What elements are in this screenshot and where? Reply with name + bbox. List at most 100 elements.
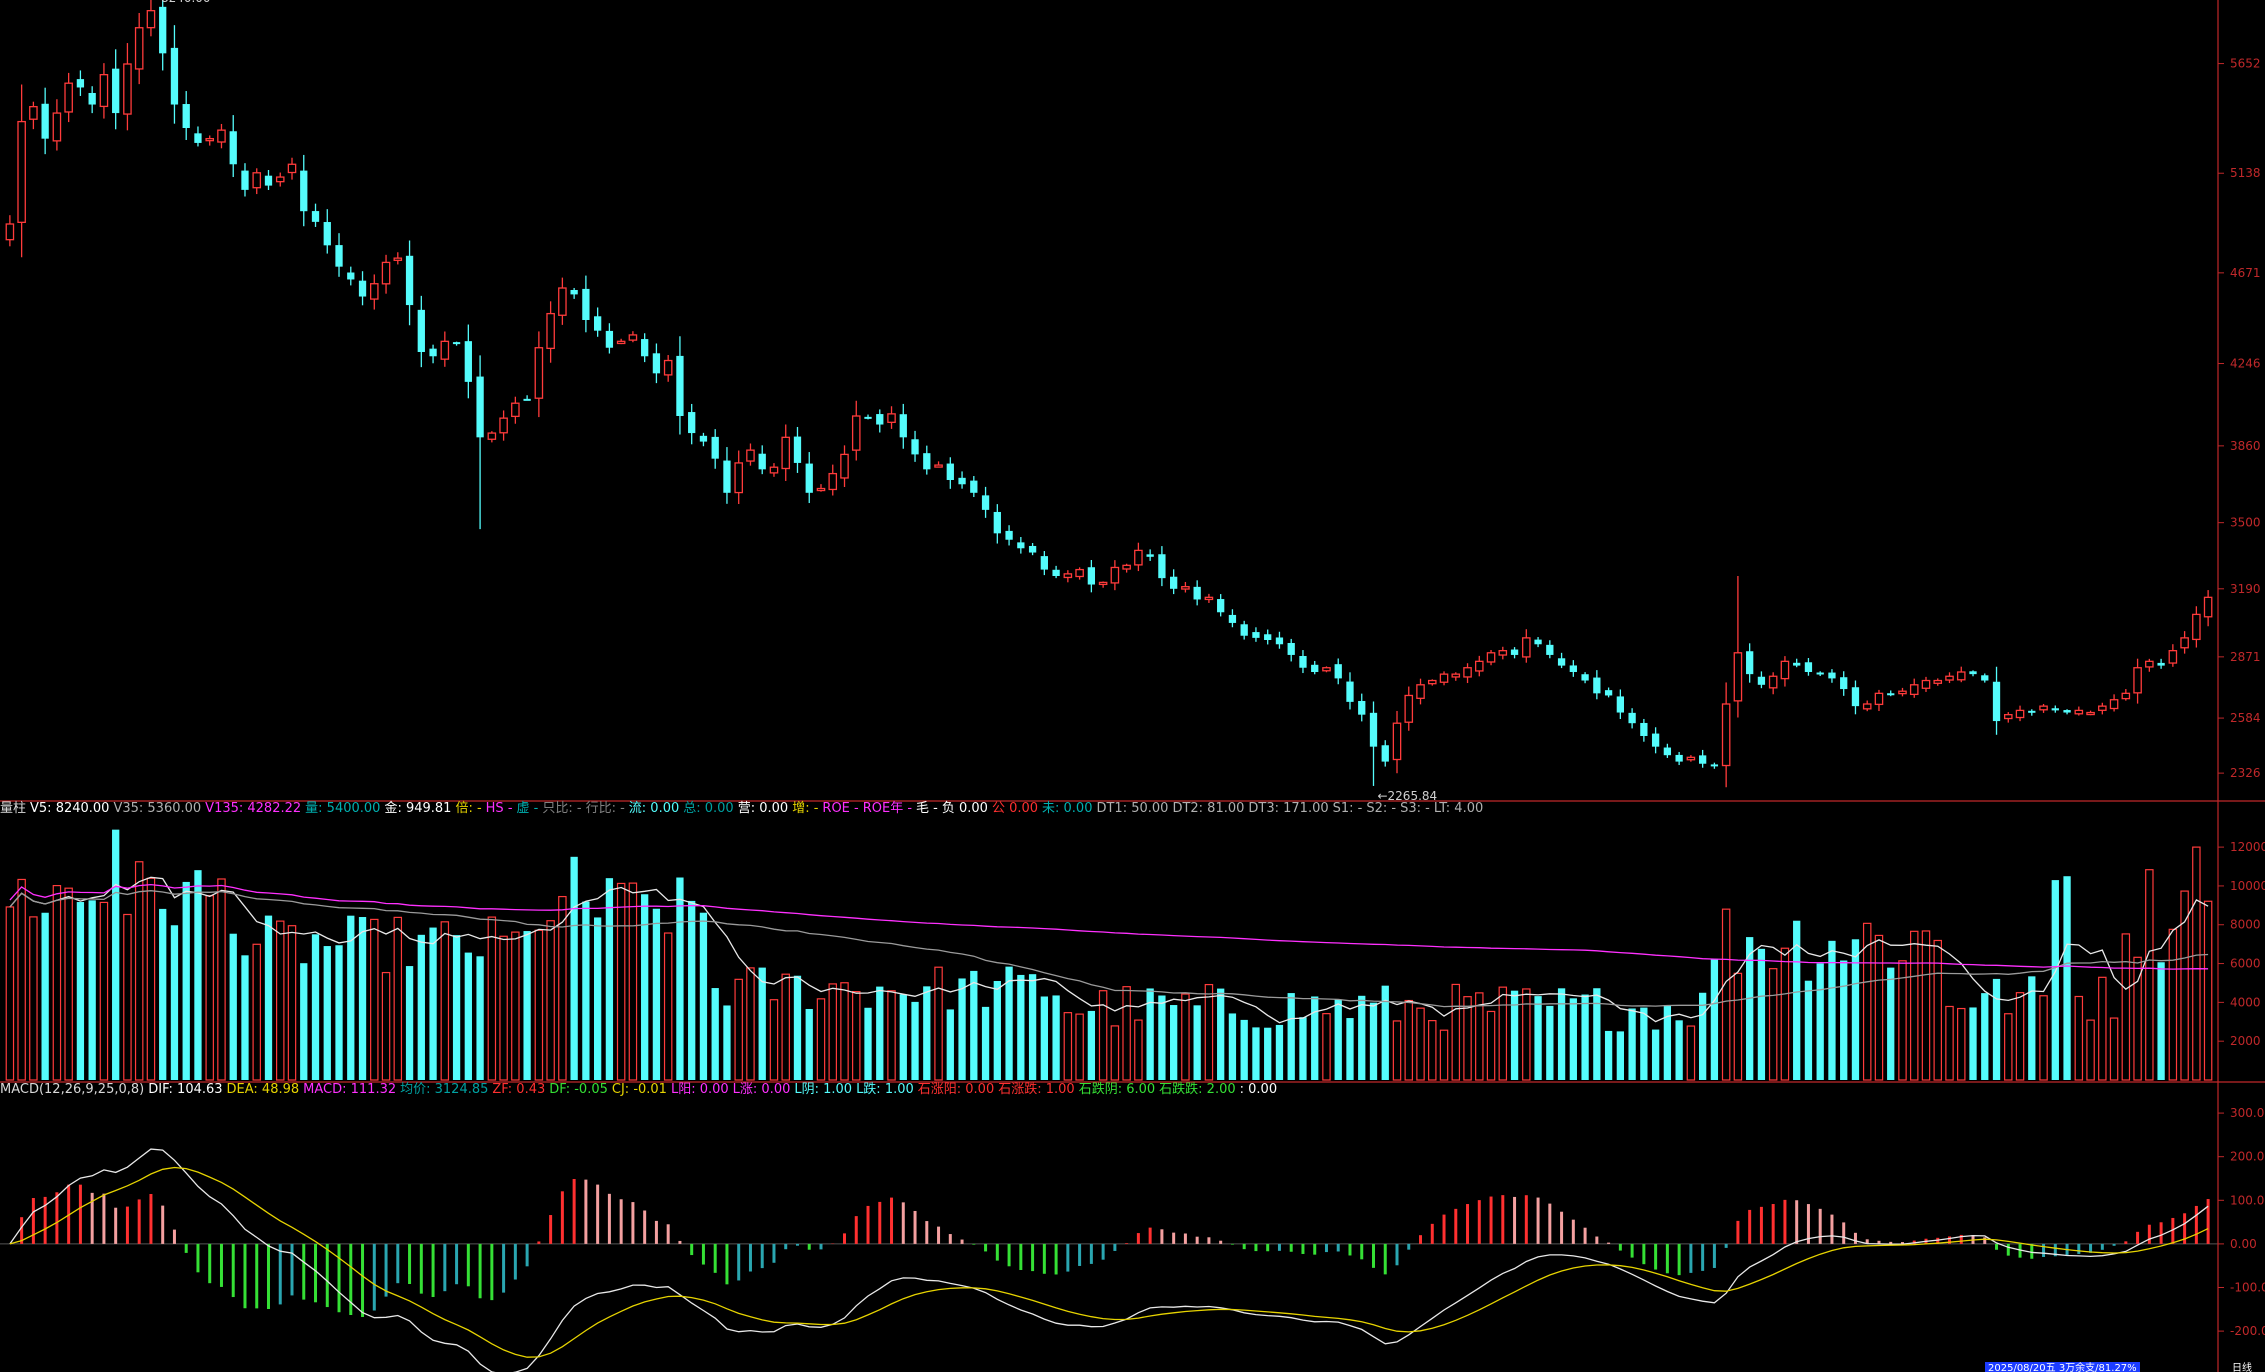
candle-body: [946, 463, 954, 480]
candle: [2074, 706, 2084, 716]
volume-bar: [2051, 880, 2059, 1080]
candle-body: [2121, 692, 2131, 700]
candle-body: [5, 223, 15, 241]
macd-indicator-4: 均价: 3124.85: [400, 1082, 489, 1097]
candle: [1992, 666, 2001, 735]
volume-bar: [1005, 966, 1013, 1080]
volume-bar: [2098, 976, 2107, 1081]
macd-indicator-3: MACD: 111.32: [303, 1082, 397, 1097]
candle: [2145, 658, 2154, 672]
volume-bar: [1992, 978, 2001, 1080]
candle-body: [1017, 542, 1025, 549]
candle: [1040, 551, 1048, 576]
volume-bar: [1322, 1013, 1331, 1081]
candle-body: [17, 120, 26, 223]
macd-indicator-8: L阳: 0.00: [670, 1082, 729, 1097]
candle-body: [1252, 632, 1260, 638]
volume-bar: [393, 916, 403, 1081]
candle-body: [1404, 694, 1414, 723]
candle-body: [417, 309, 425, 352]
volume-bar: [276, 920, 285, 1081]
candle: [1510, 647, 1519, 659]
candle-body: [2203, 596, 2213, 618]
candle-body: [2051, 708, 2059, 711]
volume-bar: [934, 966, 943, 1081]
volume-bar: [170, 925, 179, 1080]
candle: [335, 233, 343, 277]
date-bar-background: [1985, 1362, 2140, 1372]
volume-bar: [1604, 1030, 1613, 1080]
volume-bar: [1110, 1025, 1120, 1081]
price-axis-label: 3190: [2230, 582, 2261, 596]
candle: [452, 341, 461, 346]
candle: [2015, 705, 2025, 722]
candle: [300, 154, 308, 227]
volume-bar: [452, 935, 461, 1080]
candle: [1158, 546, 1166, 587]
volume-bar: [1428, 1020, 1437, 1081]
candle-body: [487, 432, 497, 440]
candle-body: [146, 10, 156, 29]
candle-body: [1733, 652, 1743, 702]
candle: [1816, 671, 1824, 677]
candle: [440, 331, 450, 367]
candle: [523, 395, 531, 401]
candle: [1381, 740, 1389, 767]
candle-body: [2003, 714, 2013, 720]
candle: [840, 445, 849, 487]
candle: [1098, 581, 1108, 588]
candle: [1358, 693, 1366, 722]
candle: [2109, 694, 2119, 712]
candle: [981, 486, 990, 518]
volume-bar: [1969, 1007, 1977, 1080]
candle: [1593, 670, 1601, 700]
candle: [369, 274, 379, 310]
candle-body: [2063, 710, 2071, 713]
candle-body: [1956, 671, 1966, 681]
candle: [864, 414, 872, 420]
low-price-label: ←2265.84: [1377, 789, 1437, 803]
volume-bar: [381, 971, 391, 1081]
candle: [229, 115, 237, 178]
macd-axis-label: 100.00: [2230, 1193, 2265, 1207]
volume-bar: [628, 882, 638, 1081]
volume-bar: [1369, 1002, 1378, 1080]
volume-indicator-21: DT1: 50.00: [1096, 801, 1169, 816]
candle-body: [2086, 711, 2095, 716]
candle: [970, 476, 978, 498]
candle: [347, 266, 355, 286]
volume-bar: [1193, 1005, 1201, 1080]
candle: [1840, 671, 1848, 696]
volume-indicator-5: 金: 949.81: [384, 801, 452, 816]
candle: [1075, 567, 1084, 580]
candle-body: [1427, 679, 1437, 685]
volume-bar: [1780, 947, 1790, 1081]
candle-body: [1158, 554, 1166, 579]
candle-body: [2145, 660, 2154, 668]
volume-indicator-20: 未: 0.00: [1042, 801, 1093, 816]
volume-bar: [241, 955, 249, 1080]
candle: [876, 409, 884, 433]
volume-indicator-23: DT3: 171.00: [1248, 801, 1329, 816]
candle: [1439, 671, 1449, 686]
candle-body: [981, 495, 990, 510]
candle: [2121, 689, 2131, 701]
candle: [358, 271, 367, 306]
volume-bar: [511, 931, 520, 1081]
candle: [17, 84, 26, 258]
candle-body: [523, 398, 531, 401]
candle-body: [1862, 703, 1872, 710]
candle: [1181, 581, 1190, 593]
candle-body: [723, 460, 731, 493]
volume-indicator-12: 总: 0.00: [683, 801, 734, 816]
volume-bar: [1921, 930, 1931, 1081]
candle-body: [499, 417, 508, 434]
volume-indicator-4: 量: 5400.00: [305, 801, 381, 816]
macd-indicator-15: 石跌跌: 2.00: [1159, 1082, 1236, 1097]
candle: [405, 240, 414, 326]
volume-bar: [1816, 963, 1824, 1080]
candle: [605, 323, 614, 354]
candle-body: [676, 355, 684, 416]
candle-body: [1874, 692, 1884, 706]
